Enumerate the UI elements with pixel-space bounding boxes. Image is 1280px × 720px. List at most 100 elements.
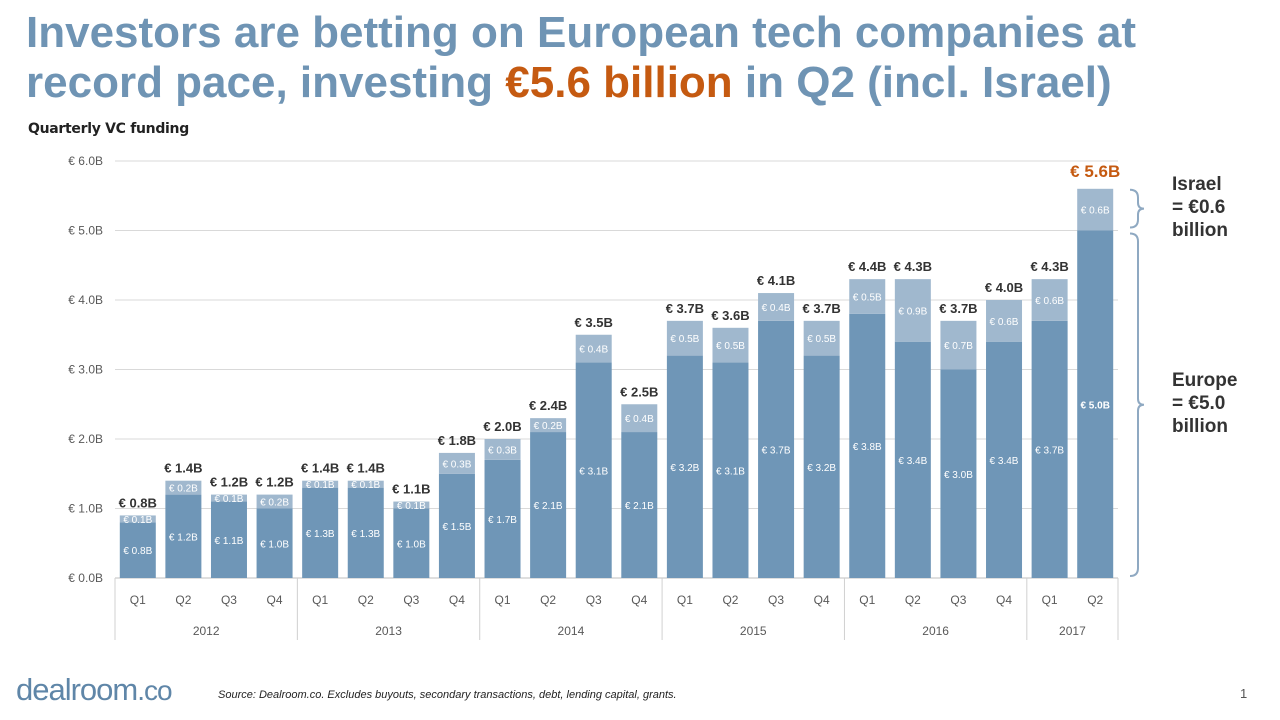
y-tick-label: € 5.0B (68, 224, 103, 238)
x-tick-label: Q2 (358, 593, 374, 607)
data-label-total: € 3.6B (711, 308, 749, 323)
data-label-europe: € 3.7B (1035, 445, 1064, 456)
bar-israel (986, 300, 1023, 342)
israel-annotation: Israel = €0.6 billion (1172, 173, 1228, 242)
bar-israel (575, 334, 612, 363)
y-tick-label: € 6.0B (68, 154, 103, 168)
data-label-israel: € 0.3B (488, 445, 517, 456)
data-label-total: € 1.2B (210, 475, 248, 490)
annotation-line: billion (1172, 416, 1228, 437)
data-label-israel: € 0.6B (990, 317, 1019, 328)
data-label-europe: € 1.3B (306, 529, 335, 540)
bar-europe (165, 494, 202, 578)
x-tick-label: Q2 (905, 593, 921, 607)
data-label-israel: € 0.4B (762, 303, 791, 314)
data-label-europe: € 3.0B (944, 470, 973, 481)
bar-israel (940, 320, 977, 370)
bar-europe (210, 501, 247, 578)
x-tick-label: Q2 (722, 593, 738, 607)
bar-israel (256, 494, 293, 509)
europe-brace (1129, 232, 1145, 577)
data-label-europe: € 2.1B (534, 501, 563, 512)
data-label-total: € 3.5B (575, 315, 613, 330)
annotation-line: = €5.0 (1172, 393, 1226, 414)
x-tick-label: Q4 (267, 593, 283, 607)
x-tick-label: Q1 (859, 593, 875, 607)
title-text-end: in Q2 (incl. Israel) (732, 58, 1112, 107)
data-label-europe: € 1.2B (169, 532, 198, 543)
data-label-europe: € 1.0B (260, 539, 289, 550)
dealroom-logo: dealroom.co (16, 672, 173, 707)
data-label-total: € 1.1B (392, 482, 430, 497)
data-label-europe: € 3.2B (670, 463, 699, 474)
x-tick-label: Q1 (677, 593, 693, 607)
bar-europe (803, 355, 840, 578)
bar-israel (758, 293, 795, 321)
data-label-israel: € 0.9B (898, 306, 927, 317)
x-tick-label: Q1 (312, 593, 328, 607)
bar-europe (256, 508, 293, 578)
bar-israel (347, 480, 384, 488)
bar-israel (894, 279, 931, 342)
x-tick-label: Q2 (1087, 593, 1103, 607)
x-tick-label: Q1 (1042, 593, 1058, 607)
bar-europe (712, 362, 749, 578)
bar-israel (484, 439, 521, 460)
x-tick-label: Q2 (540, 593, 556, 607)
source-note: Source: Dealroom.co. Excludes buyouts, s… (218, 689, 677, 701)
bar-israel (165, 480, 202, 495)
data-label-europe: € 3.2B (807, 463, 836, 474)
y-tick-label: € 2.0B (68, 432, 103, 446)
bar-europe (119, 522, 156, 578)
data-label-israel: € 0.7B (944, 341, 973, 352)
bar-europe (849, 313, 886, 578)
data-label-europe: € 1.7B (488, 515, 517, 526)
title-text: Investors are betting on European tech c… (26, 8, 1137, 107)
x-tick-label: Q2 (175, 593, 191, 607)
page-title: Investors are betting on European tech c… (26, 8, 1266, 108)
data-label-israel: € 0.5B (670, 334, 699, 345)
x-tick-label: Q3 (768, 593, 784, 607)
data-label-total: € 2.5B (620, 384, 658, 399)
data-label-total: € 4.0B (985, 280, 1023, 295)
bar-israel (1077, 188, 1114, 231)
data-label-total: € 1.8B (438, 433, 476, 448)
data-label-europe: € 2.1B (625, 501, 654, 512)
x-tick-label: Q4 (631, 593, 647, 607)
israel-brace (1129, 188, 1145, 229)
data-label-total: € 1.4B (164, 461, 202, 476)
x-tick-label: Q3 (950, 593, 966, 607)
data-label-total: € 3.7B (803, 301, 841, 316)
bar-europe (1031, 320, 1068, 578)
data-label-total: € 3.7B (939, 301, 977, 316)
data-label-total: € 2.0B (483, 419, 521, 434)
year-label: 2012 (193, 624, 220, 638)
bar-europe (986, 341, 1023, 578)
data-label-total: € 4.4B (848, 259, 886, 274)
y-tick-label: € 1.0B (68, 502, 103, 516)
year-label: 2016 (922, 624, 949, 638)
data-label-europe: € 1.5B (442, 522, 471, 533)
data-label-israel: € 0.4B (579, 345, 608, 356)
annotation-line: Europe (1172, 370, 1238, 391)
y-tick-label: € 0.0B (68, 571, 103, 585)
bar-europe (484, 459, 521, 578)
x-tick-label: Q4 (814, 593, 830, 607)
data-label-israel: € 0.1B (351, 480, 380, 491)
bar-israel (621, 404, 658, 433)
x-tick-label: Q4 (449, 593, 465, 607)
y-tick-label: € 4.0B (68, 293, 103, 307)
bar-europe (575, 362, 612, 578)
data-label-europe: € 1.0B (397, 539, 426, 550)
data-label-total: € 0.8B (119, 495, 157, 510)
data-label-europe: € 0.8B (123, 546, 152, 557)
data-label-europe: € 3.4B (898, 456, 927, 467)
data-label-total: € 4.3B (894, 259, 932, 274)
bar-israel (302, 480, 339, 488)
data-label-israel: € 0.6B (1081, 206, 1110, 217)
bar-israel (438, 452, 475, 474)
bar-europe (347, 487, 384, 578)
data-label-europe: € 3.7B (762, 445, 791, 456)
bar-israel (393, 501, 430, 509)
